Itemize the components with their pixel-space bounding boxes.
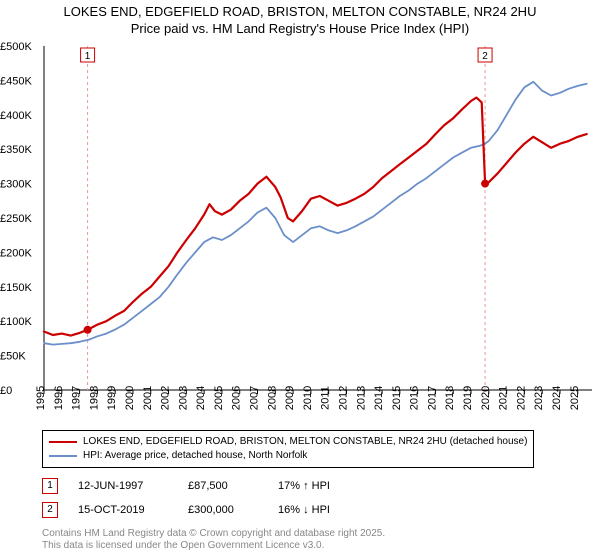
marker-number: 2 xyxy=(482,51,488,62)
y-tick-label: £500K xyxy=(0,41,32,53)
x-tick-label: 2020 xyxy=(480,386,492,410)
x-tick-label: 2017 xyxy=(426,386,438,410)
y-tick-label: £100K xyxy=(0,316,32,328)
datapoint-row: 1 12-JUN-1997 £87,500 17% ↑ HPI xyxy=(42,478,378,494)
x-tick-label: 2009 xyxy=(284,386,296,410)
footer-line2: This data is licensed under the Open Gov… xyxy=(42,540,385,552)
x-tick-label: 1997 xyxy=(71,386,83,410)
legend-row: LOKES END, EDGEFIELD ROAD, BRISTON, MELT… xyxy=(49,435,527,449)
x-tick-label: 2010 xyxy=(302,386,314,410)
x-tick-label: 2006 xyxy=(231,386,243,410)
x-tick-label: 1995 xyxy=(35,386,47,410)
y-tick-label: £0 xyxy=(0,385,12,397)
series-property_price xyxy=(44,98,587,336)
y-tick-label: £200K xyxy=(0,247,32,259)
x-tick-label: 2011 xyxy=(320,386,332,410)
y-tick-label: £250K xyxy=(0,213,32,225)
x-tick-label: 2008 xyxy=(266,386,278,410)
x-tick-label: 2012 xyxy=(337,386,349,410)
legend-swatch xyxy=(49,441,77,443)
line-chart: £0 £50K £100K £150K £200K £250K £300K £350K £400… xyxy=(0,40,600,420)
marker-dot xyxy=(481,180,489,188)
x-tick-label: 2013 xyxy=(355,386,367,410)
datapoint-marker: 1 xyxy=(42,478,58,494)
y-tick-label: £450K xyxy=(0,75,32,87)
datapoint-marker: 2 xyxy=(42,502,58,518)
series-hpi xyxy=(44,82,587,345)
datapoint-pct: 16% ↓ HPI xyxy=(278,504,378,516)
x-tick-label: 2023 xyxy=(533,386,545,410)
datapoint-pct: 17% ↑ HPI xyxy=(278,480,378,492)
y-tick-label: £350K xyxy=(0,144,32,156)
x-tick-label: 2001 xyxy=(142,386,154,410)
x-tick-label: 1998 xyxy=(88,386,100,410)
footer-attribution: Contains HM Land Registry data © Crown c… xyxy=(42,528,385,552)
footer-line1: Contains HM Land Registry data © Crown c… xyxy=(42,528,385,540)
chart-area: £0 £50K £100K £150K £200K £250K £300K £350K £400… xyxy=(0,40,600,420)
y-tick-label: £50K xyxy=(0,351,26,363)
legend: LOKES END, EDGEFIELD ROAD, BRISTON, MELT… xyxy=(42,430,534,468)
y-tick-label: £150K xyxy=(0,282,32,294)
marker-dot xyxy=(84,326,92,334)
x-tick-label: 2016 xyxy=(409,386,421,410)
marker-number: 1 xyxy=(85,51,91,62)
y-tick-label: £300K xyxy=(0,179,32,191)
x-tick-label: 2014 xyxy=(373,386,385,410)
datapoint-date: 12-JUN-1997 xyxy=(78,480,168,492)
x-tick-label: 2024 xyxy=(551,386,563,410)
x-tick-label: 2021 xyxy=(498,386,510,410)
x-tick-label: 2007 xyxy=(249,386,261,410)
legend-swatch xyxy=(49,455,77,457)
legend-label: LOKES END, EDGEFIELD ROAD, BRISTON, MELT… xyxy=(83,435,527,449)
x-tick-label: 1999 xyxy=(106,386,118,410)
x-tick-label: 2015 xyxy=(391,386,403,410)
x-tick-label: 2000 xyxy=(124,386,136,410)
datapoint-row: 2 15-OCT-2019 £300,000 16% ↓ HPI xyxy=(42,502,378,518)
x-tick-label: 2003 xyxy=(177,386,189,410)
x-tick-label: 2002 xyxy=(160,386,172,410)
datapoint-price: £87,500 xyxy=(188,480,258,492)
datapoint-price: £300,000 xyxy=(188,504,258,516)
x-tick-label: 1996 xyxy=(53,386,65,410)
chart-title-line2: Price paid vs. HM Land Registry's House … xyxy=(0,19,600,40)
chart-title-line1: LOKES END, EDGEFIELD ROAD, BRISTON, MELT… xyxy=(0,0,600,19)
x-tick-label: 2004 xyxy=(195,386,207,410)
legend-row: HPI: Average price, detached house, Nort… xyxy=(49,449,527,463)
x-tick-label: 2025 xyxy=(569,386,581,410)
y-tick-label: £400K xyxy=(0,110,32,122)
x-tick-label: 2018 xyxy=(444,386,456,410)
datapoint-date: 15-OCT-2019 xyxy=(78,504,168,516)
legend-label: HPI: Average price, detached house, Nort… xyxy=(83,449,307,463)
x-tick-label: 2005 xyxy=(213,386,225,410)
x-tick-label: 2022 xyxy=(515,386,527,410)
x-tick-label: 2019 xyxy=(462,386,474,410)
